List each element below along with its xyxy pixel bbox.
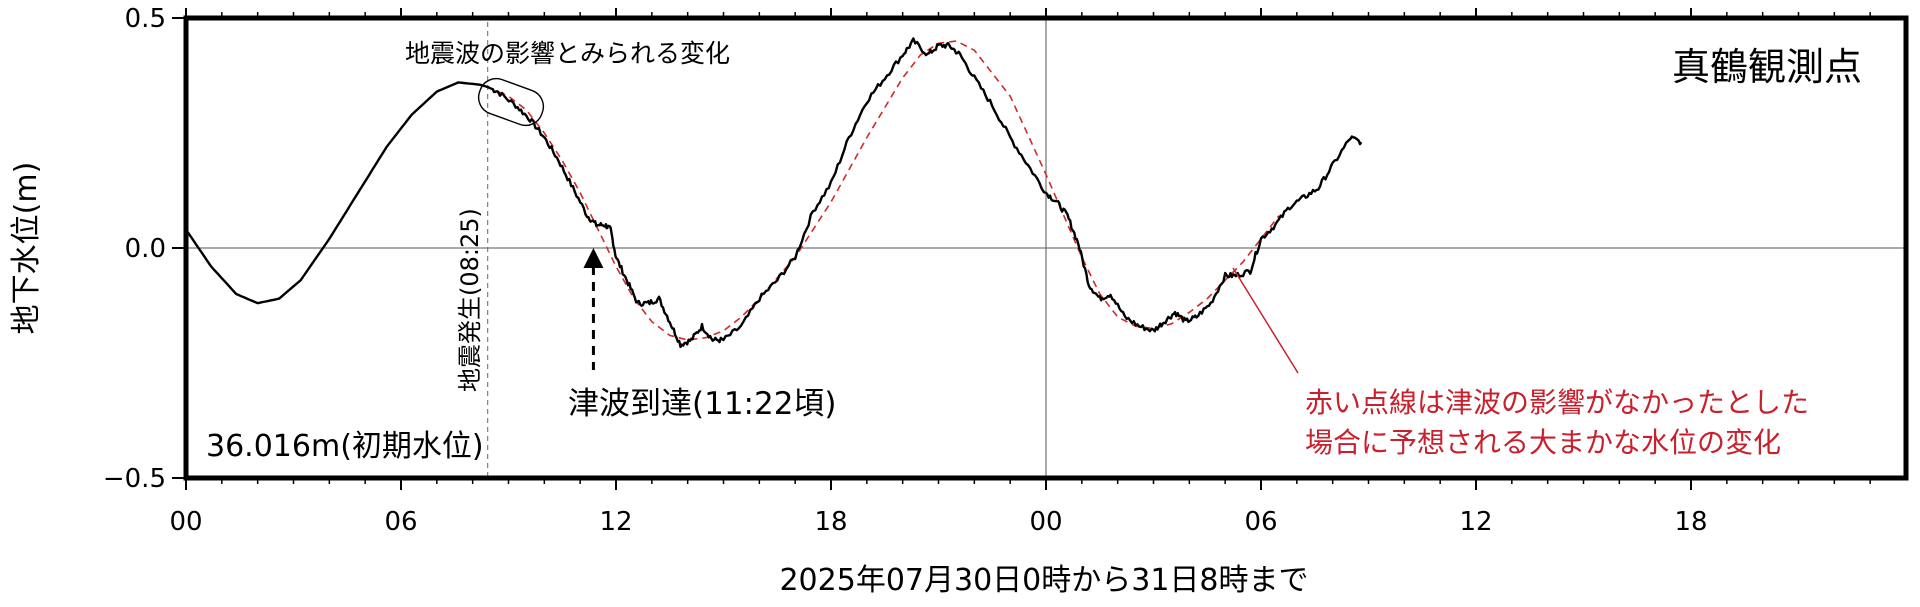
tsunami-arrow-head (583, 248, 604, 268)
series-observed (186, 37, 1363, 349)
red-note-line1: 赤い点線は津波の影響がなかったとした (1305, 386, 1809, 419)
tsunami-label: 津波到達(11:22頃) (568, 386, 837, 422)
series-predicted-dashed (487, 40, 1280, 341)
minor-ticks (185, 8, 1871, 484)
initial-level-label: 36.016m(初期水位) (206, 429, 484, 464)
y-axis-title: 地下水位(m) (9, 162, 44, 335)
y-axis: 0.5 0.0 −0.5 (103, 4, 186, 494)
x-tick-label: 00 (1029, 507, 1062, 537)
x-axis-title: 2025年07月30日0時から31日8時まで (779, 563, 1308, 598)
x-tick-label: 18 (1674, 507, 1707, 537)
x-tick-label: 12 (1459, 507, 1492, 537)
quake-time-label: 地震発生(08:25) (456, 208, 484, 392)
station-name: 真鶴観測点 (1672, 45, 1862, 89)
x-tick-label: 06 (384, 507, 417, 537)
quake-effect-label: 地震波の影響とみられる変化 (405, 39, 730, 68)
x-tick-label: 06 (1244, 507, 1277, 537)
quake-effect-ellipse (477, 77, 545, 127)
x-tick-label: 18 (814, 507, 847, 537)
y-tick-label: 0.5 (125, 4, 166, 34)
x-tick-label: 12 (599, 507, 632, 537)
x-axis: 00 06 12 18 00 06 12 18 (169, 478, 1708, 537)
red-note-line2: 場合に予想される大まかな水位の変化 (1305, 426, 1781, 459)
y-tick-label: −0.5 (103, 464, 166, 494)
y-tick-label: 0.0 (125, 234, 166, 264)
red-note-pointer (1232, 267, 1299, 374)
x-tick-label: 00 (169, 507, 202, 537)
